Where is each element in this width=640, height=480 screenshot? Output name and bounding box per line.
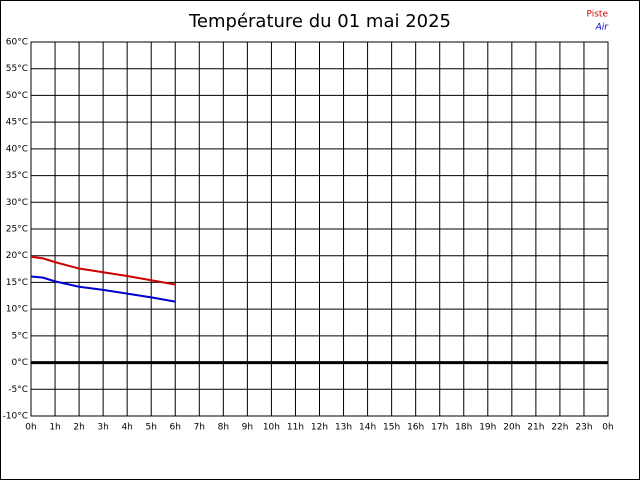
x-tick-label: 10h [263,423,280,433]
x-tick-label: 4h [121,423,132,433]
x-tick-label: 14h [359,423,376,433]
series-line [30,275,176,303]
y-tick-label: 5°C [11,331,28,341]
chart-title: Température du 01 mai 2025 [188,11,451,32]
x-tick-label: 2h [73,423,84,433]
x-tick-label: 7h [194,423,205,433]
x-tick-label: 8h [218,423,229,433]
series-line [30,255,176,286]
legend-label: Piste [587,10,609,20]
x-tick-label: 15h [383,423,400,433]
x-tick-label: 0h [602,423,613,433]
x-tick-label: 17h [431,423,448,433]
x-tick-label: 23h [575,423,592,433]
y-tick-label: 40°C [6,144,28,154]
x-tick-label: 18h [455,423,472,433]
x-tick-label: 3h [97,423,108,433]
y-tick-label: -10°C [3,412,28,422]
y-tick-label: 60°C [6,38,28,48]
y-tick-label: 50°C [6,91,28,101]
y-tick-label: 45°C [6,118,28,128]
x-tick-label: 1h [49,423,60,433]
y-tick-label: 20°C [6,251,28,261]
y-tick-label: 55°C [6,64,28,74]
y-tick-label: 30°C [6,198,28,208]
y-tick-label: -5°C [8,385,28,395]
y-tick-label: 35°C [6,171,28,181]
x-tick-label: 20h [503,423,520,433]
x-tick-label: 19h [479,423,496,433]
legend-label: Air [595,23,610,33]
x-tick-label: 0h [25,423,36,433]
y-tick-label: 25°C [6,225,28,235]
x-tick-label: 21h [527,423,544,433]
x-tick-label: 22h [551,423,568,433]
y-tick-label: 0°C [11,358,28,368]
y-tick-label: 15°C [6,278,28,288]
x-tick-label: 12h [311,423,328,433]
x-tick-label: 11h [287,423,304,433]
x-tick-label: 16h [407,423,424,433]
y-tick-label: 10°C [6,305,28,315]
x-tick-label: 13h [335,423,352,433]
x-tick-label: 6h [170,423,181,433]
x-tick-label: 5h [145,423,156,433]
x-tick-label: 9h [242,423,253,433]
